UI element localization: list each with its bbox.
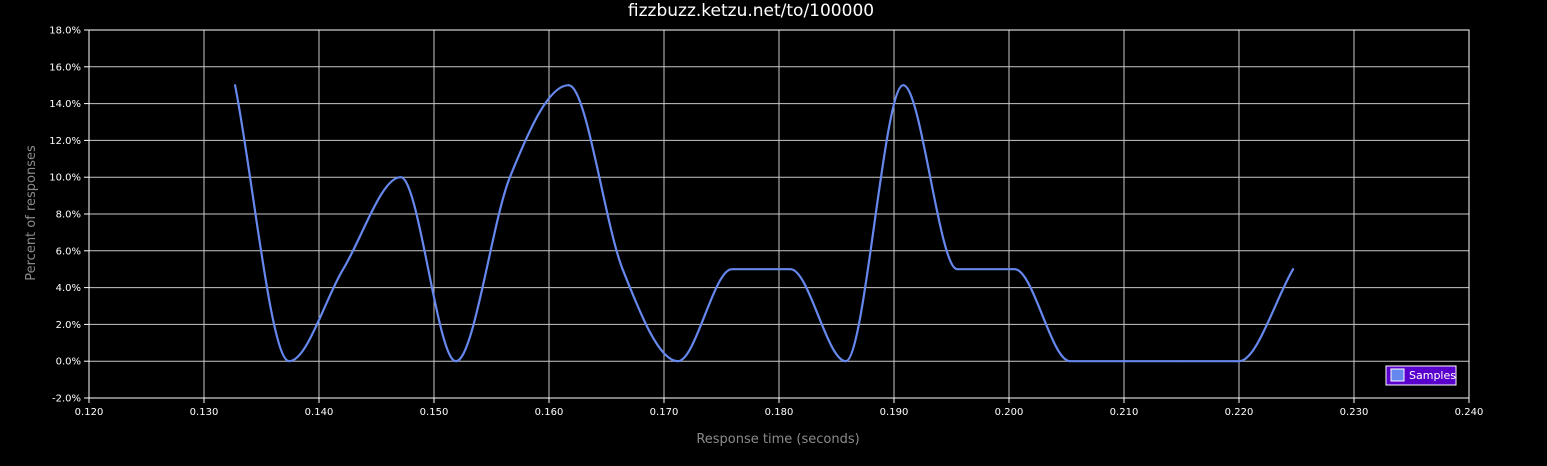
data-point	[730, 268, 733, 271]
data-point	[1069, 360, 1071, 363]
y-tick-label: -2.0%	[52, 394, 81, 405]
y-axis-ticks: -2.0% 0.0% 2.0% 4.0% 6.0% 8.0% 10.0% 12.0% 14.0%…	[49, 26, 89, 405]
legend-entry-samples: Samples	[1409, 369, 1456, 382]
x-tick-label: 0.170	[650, 407, 679, 418]
y-tick-label: 2.0%	[56, 320, 81, 331]
x-tick-label: 0.180	[765, 407, 794, 418]
data-point	[789, 268, 792, 271]
data-point	[509, 176, 511, 179]
data-point	[1180, 360, 1183, 363]
x-tick-label: 0.200	[995, 407, 1024, 418]
y-tick-label: 10.0%	[49, 173, 81, 184]
x-tick-label: 0.210	[1110, 407, 1139, 418]
data-point	[567, 84, 570, 87]
x-tick-label: 0.220	[1225, 407, 1254, 418]
y-tick-label: 14.0%	[49, 99, 81, 110]
data-point	[844, 360, 847, 363]
x-tick-label: 0.130	[190, 407, 219, 418]
x-tick-label: 0.190	[880, 407, 909, 418]
x-tick-label: 0.240	[1455, 407, 1484, 418]
legend: Samples	[1385, 365, 1457, 386]
data-point	[342, 268, 345, 271]
x-axis-ticks: 0.120 0.130 0.140 0.150 0.160 0.170 0.180 0.190…	[75, 398, 1484, 418]
y-tick-label: 6.0%	[56, 246, 81, 257]
y-tick-label: 16.0%	[49, 62, 81, 73]
x-tick-label: 0.150	[420, 407, 449, 418]
y-tick-label: 4.0%	[56, 283, 81, 294]
x-axis-label: Response time (seconds)	[696, 432, 859, 447]
y-tick-label: 8.0%	[56, 210, 81, 221]
data-point	[902, 84, 905, 87]
data-point	[676, 360, 679, 363]
y-axis-label: Percent of responses	[24, 145, 39, 281]
data-point	[956, 268, 959, 271]
y-tick-label: 0.0%	[56, 357, 81, 368]
series-layer	[233, 84, 1295, 363]
data-point	[288, 360, 290, 363]
data-point	[399, 176, 402, 179]
x-tick-label: 0.160	[535, 407, 564, 418]
chart-title: fizzbuzz.ketzu.net/to/100000	[628, 1, 874, 21]
data-point	[621, 268, 624, 271]
x-tick-label: 0.140	[305, 407, 334, 418]
data-point	[1292, 268, 1294, 271]
data-point	[1125, 360, 1128, 363]
legend-swatch	[1390, 368, 1405, 382]
data-point	[234, 84, 236, 87]
data-point	[1238, 360, 1240, 363]
data-point	[454, 360, 457, 363]
x-tick-label: 0.230	[1340, 407, 1369, 418]
y-tick-label: 12.0%	[49, 136, 81, 147]
data-point	[1013, 268, 1016, 271]
x-tick-label: 0.120	[75, 407, 104, 418]
y-tick-label: 18.0%	[49, 26, 81, 37]
